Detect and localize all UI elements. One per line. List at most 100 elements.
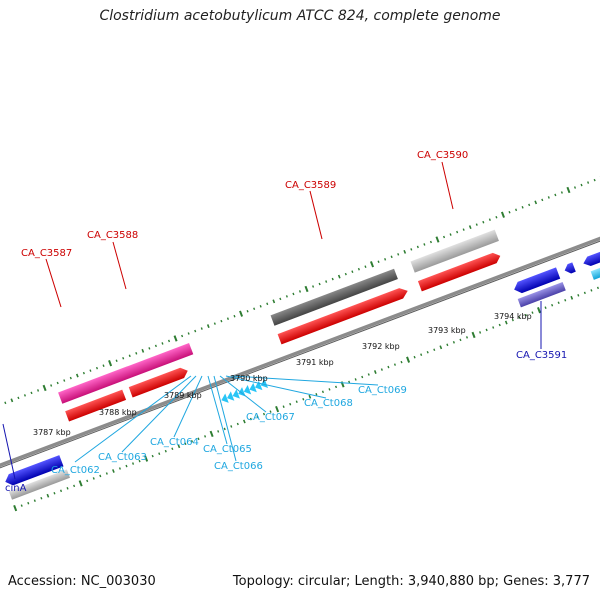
cds-reverse-edge[interactable] (582, 243, 600, 268)
tick-minor (177, 444, 181, 449)
tick-major (435, 236, 440, 243)
tick-minor (151, 454, 154, 458)
kbp-label: 3788 kbp (99, 408, 137, 417)
tick-minor (56, 381, 59, 385)
tick-minor (456, 230, 459, 234)
gene-CA_C3590[interactable] (410, 229, 499, 273)
tick-major (370, 261, 375, 268)
cds-forward-3[interactable] (277, 286, 410, 345)
tick-minor (125, 464, 128, 468)
accession-text: Accession: NC_003030 (8, 574, 156, 589)
gene-CA_C3587[interactable] (58, 342, 194, 404)
tick-minor (560, 191, 563, 194)
tick-minor (122, 356, 125, 360)
tick-minor (213, 322, 216, 325)
trna-label-CA_Ct065[interactable]: CA_Ct065 (203, 444, 252, 455)
tick-minor (433, 348, 436, 352)
tick-minor (164, 449, 167, 453)
tick-minor (115, 359, 118, 363)
trna-label-CA_Ct063[interactable]: CA_Ct063 (98, 452, 147, 463)
tick-minor (63, 379, 66, 382)
tick-minor (564, 298, 567, 302)
trna-arrow[interactable] (248, 382, 257, 394)
tick-minor (521, 206, 524, 209)
tick-minor (328, 388, 331, 391)
tick-minor (138, 459, 141, 463)
tick-major (275, 405, 280, 413)
tick-minor (266, 302, 269, 306)
tick-minor (285, 295, 288, 298)
tick-minor (95, 366, 99, 370)
tick-minor (390, 255, 393, 259)
gene-cinA[interactable] (8, 469, 70, 500)
tick-minor (82, 371, 85, 375)
tick-major (566, 186, 571, 194)
kbp-label: 3790 kbp (230, 374, 268, 383)
trna-arrow[interactable] (259, 378, 269, 390)
gene-label-cinA[interactable]: cinA (5, 483, 27, 494)
tick-minor (367, 373, 370, 376)
tick-minor (66, 487, 69, 490)
labels-trna: CA_Ct062 CA_Ct063 CA_Ct064 CA_Ct065 CA_C… (51, 385, 407, 476)
tick-minor (269, 410, 272, 413)
tick-minor (27, 501, 30, 505)
tick-minor (246, 309, 249, 313)
gene-label-CA_C3589[interactable]: CA_C3589 (285, 180, 336, 191)
tick-minor (587, 181, 590, 184)
tick-minor (253, 307, 256, 311)
trna-label-CA_Ct067[interactable]: CA_Ct067 (246, 412, 295, 423)
cds-forward-1[interactable] (65, 389, 127, 422)
trna-label-CA_Ct062[interactable]: CA_Ct062 (51, 465, 100, 476)
cds-reverse-cinA[interactable] (3, 455, 64, 487)
tick-minor (511, 318, 514, 322)
cds-forward-2[interactable] (128, 366, 190, 398)
tick-minor (289, 402, 292, 406)
tick-minor (33, 499, 36, 502)
tick-minor (570, 295, 574, 300)
trna-arrow[interactable] (220, 393, 229, 404)
tick-minor (334, 385, 338, 389)
trna-label-CA_Ct069[interactable]: CA_Ct069 (358, 385, 407, 396)
trna-label-CA_Ct066[interactable]: CA_Ct066 (214, 461, 263, 472)
tick-minor (429, 240, 432, 244)
tick-minor (148, 347, 151, 350)
tick-minor (354, 378, 357, 381)
tick-minor (446, 343, 449, 347)
gene-CA_C3591[interactable] (517, 282, 566, 308)
tick-minor (282, 405, 285, 408)
trna-label-CA_Ct064[interactable]: CA_Ct064 (150, 437, 199, 448)
trna-arrow[interactable] (225, 391, 235, 402)
gene-CA_C3589[interactable] (270, 268, 398, 326)
tick-minor (10, 398, 14, 403)
tick-minor (551, 303, 554, 307)
cds-forward-4[interactable] (417, 251, 502, 292)
tick-minor (105, 472, 108, 475)
trna-arrow[interactable] (242, 384, 252, 396)
tick-minor (206, 324, 210, 329)
tick-major (42, 384, 47, 392)
tick-minor (17, 396, 20, 400)
trna-arrow[interactable] (253, 380, 263, 392)
tick-minor (197, 437, 200, 441)
tick-minor (89, 369, 92, 372)
tick-minor (465, 336, 469, 339)
tick-minor (442, 235, 446, 239)
tick-minor (204, 435, 207, 438)
gene-label-CA_C3590[interactable]: CA_C3590 (417, 150, 468, 161)
tick-minor (410, 248, 413, 251)
gene-label-CA_C3591[interactable]: CA_C3591 (516, 350, 567, 361)
tick-minor (230, 425, 233, 428)
tick-minor (384, 258, 387, 261)
tick-major (173, 335, 178, 342)
cds-reverse-small[interactable] (563, 262, 576, 275)
gene-label-CA_C3587[interactable]: CA_C3587 (21, 248, 72, 259)
trna-label-CA_Ct068[interactable]: CA_Ct068 (304, 398, 353, 409)
gene-label-CA_C3588[interactable]: CA_C3588 (87, 230, 138, 241)
tick-minor (528, 203, 531, 207)
tick-minor (73, 484, 76, 488)
trna-arrow[interactable] (231, 389, 240, 400)
tick-minor (554, 193, 557, 197)
tick-minor (236, 422, 239, 426)
cds-reverse-CA_C3591[interactable] (512, 267, 561, 295)
